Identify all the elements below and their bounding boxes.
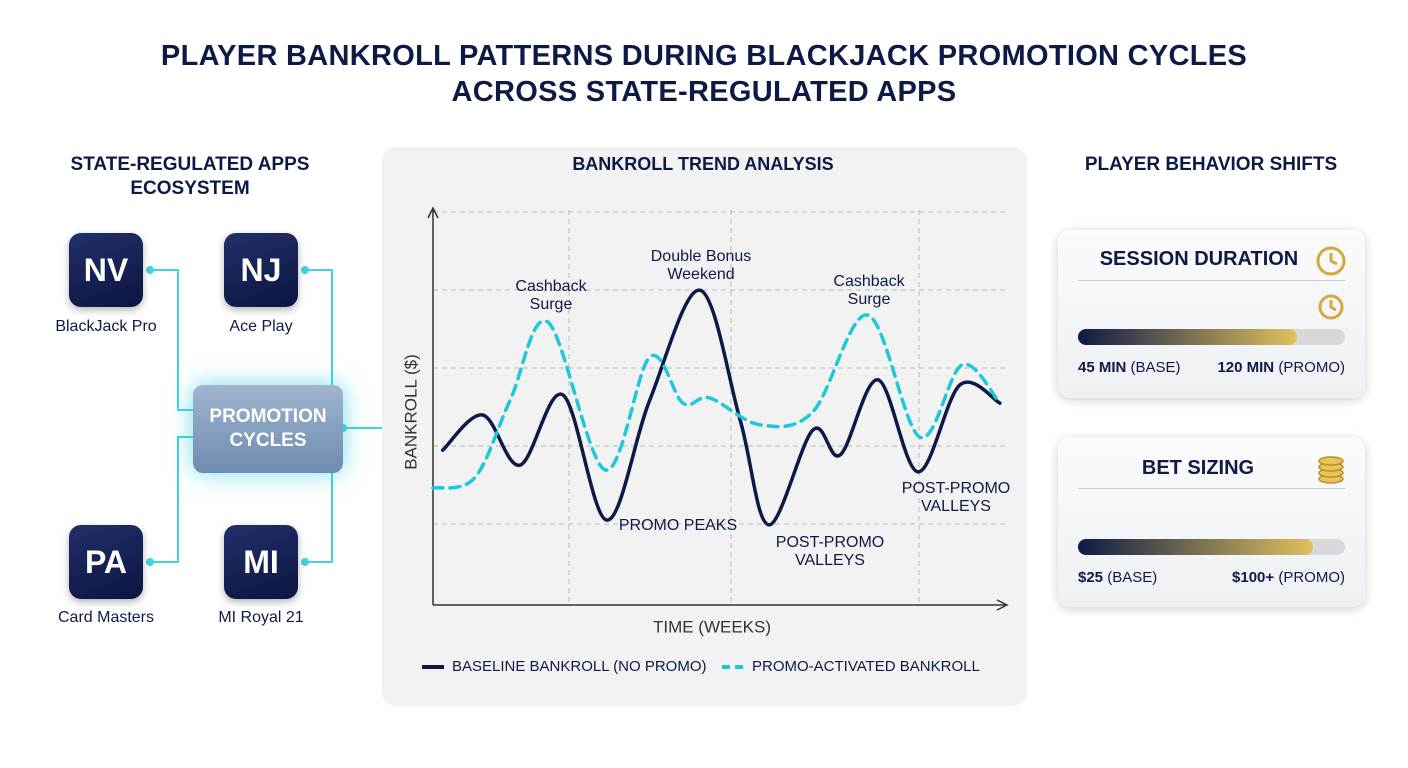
grid [433, 210, 1005, 605]
progress-bar [1078, 329, 1345, 345]
clock-icon [1316, 246, 1346, 276]
base-value: 45 MIN [1078, 359, 1127, 376]
axes [427, 206, 1009, 611]
progress-bar [1078, 539, 1345, 555]
promo-value: $100+ [1232, 569, 1275, 586]
promo-label: $100+ (PROMO) [1232, 569, 1345, 586]
annotation: POST-PROMO VALLEYS [775, 534, 885, 569]
legend-label: BASELINE BANKROLL (NO PROMO) [452, 658, 707, 675]
annotation: POST-PROMO VALLEYS [901, 480, 1011, 515]
card-title: SESSION DURATION [1099, 248, 1299, 270]
app-icon: MI [224, 525, 298, 599]
promo-label: 120 MIN (PROMO) [1217, 359, 1345, 376]
series-line [431, 313, 1002, 490]
hub: PROMOTION CYCLES [193, 385, 343, 473]
card: BET SIZING $25 (BASE) $100+ (PROMO) [1058, 437, 1365, 607]
section-title: STATE-REGULATED APPS ECOSYSTEM [70, 154, 310, 199]
app-name: MI Royal 21 [218, 609, 304, 626]
annotation: Cashback Surge [833, 273, 905, 308]
page-title: PLAYER BANKROLL PATTERNS DURING BLACKJAC… [160, 40, 1248, 108]
base-value: $25 [1078, 569, 1104, 586]
app-icon: PA [69, 525, 143, 599]
base-note: (BASE) [1130, 359, 1181, 376]
x-axis-label: TIME (WEEKS) [653, 617, 771, 636]
coins-icon [1318, 456, 1344, 484]
app-name: Card Masters [57, 609, 155, 626]
card-title: BET SIZING [1141, 457, 1255, 479]
series-line [440, 288, 1002, 527]
card: SESSION DURATION 45 MIN (BASE) 120 MIN (… [1058, 230, 1365, 398]
app-icon: NJ [224, 233, 298, 307]
app-name: BlackJack Pro [55, 318, 157, 335]
app-name: Ace Play [229, 318, 293, 335]
y-axis-label: BANKROLL ($) [401, 354, 420, 470]
annotation: Double Bonus Weekend [650, 248, 752, 283]
base-label: $25 (BASE) [1078, 569, 1157, 586]
app-icon: NV [69, 233, 143, 307]
section-title: PLAYER BEHAVIOR SHIFTS [1084, 154, 1338, 175]
annotation: Cashback Surge [515, 278, 587, 313]
base-note: (BASE) [1107, 569, 1158, 586]
legend-label: PROMO-ACTIVATED BANKROLL [752, 658, 980, 675]
chart-title: BANKROLL TREND ANALYSIS [572, 154, 833, 174]
clock-icon [1318, 294, 1344, 320]
base-label: 45 MIN (BASE) [1078, 359, 1181, 376]
promo-note: (PROMO) [1278, 359, 1345, 376]
promo-value: 120 MIN [1217, 359, 1275, 376]
annotation: PROMO PEAKS [618, 517, 738, 534]
promo-note: (PROMO) [1278, 569, 1345, 586]
